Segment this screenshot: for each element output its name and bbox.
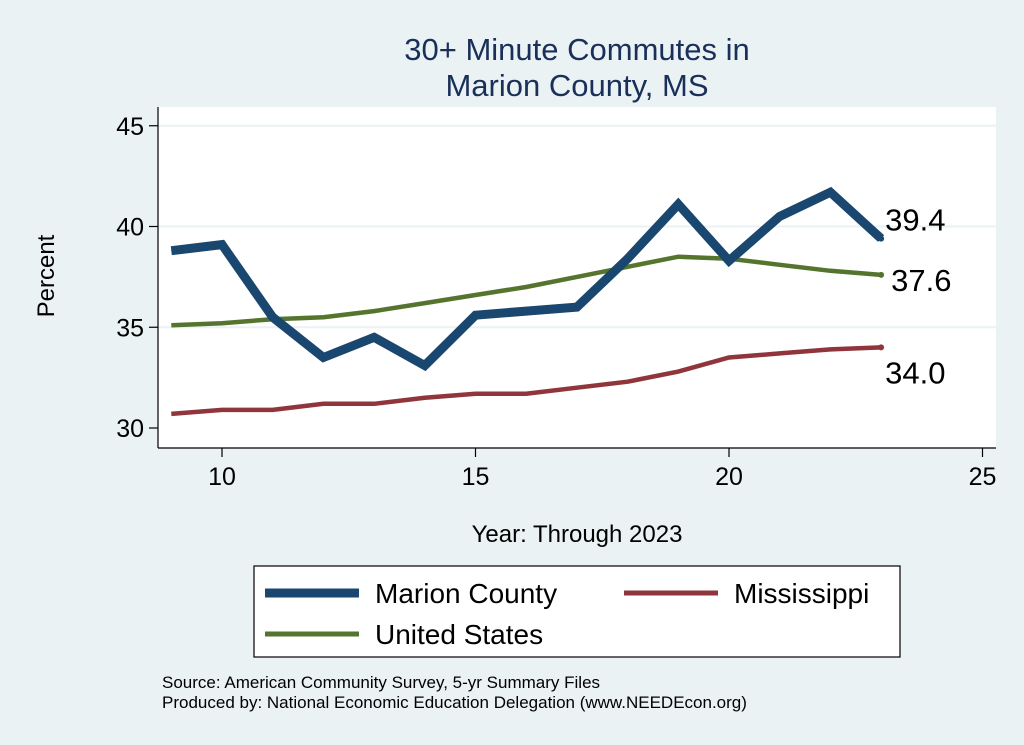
x-tick-label: 15 (462, 463, 490, 491)
y-axis-ticks: 30 35 40 45 (116, 113, 158, 443)
source-note: Source: American Community Survey, 5-yr … (162, 673, 600, 692)
series-end-point (878, 235, 885, 242)
series-end-point (878, 344, 885, 351)
end-label-mississippi: 34.0 (885, 355, 945, 390)
series-line-mississippi (171, 345, 882, 417)
chart-title-line: Marion County, MS (445, 68, 708, 103)
x-tick-label: 25 (969, 463, 997, 491)
end-label-united-states: 37.6 (891, 263, 951, 298)
legend-label: United States (375, 619, 543, 650)
source-note: Produced by: National Economic Education… (162, 693, 747, 712)
legend-box (253, 565, 901, 658)
legend-label: Mississippi (734, 578, 869, 609)
source-notes: Source: American Community Survey, 5-yr … (162, 673, 747, 712)
end-label-marion-county: 39.4 (885, 203, 945, 238)
series-end-point (878, 271, 885, 278)
series-lines (170, 186, 885, 417)
y-axis-label: Percent (33, 234, 60, 317)
y-tick-label: 40 (116, 214, 144, 242)
y-tick-label: 35 (116, 314, 144, 342)
x-axis-ticks: 10 15 20 25 (208, 448, 996, 491)
x-tick-label: 20 (715, 463, 743, 491)
legend: Marion County Mississippi United States (265, 578, 869, 650)
x-tick-label: 10 (208, 463, 236, 491)
gridlines (158, 124, 996, 329)
y-tick-label: 45 (116, 113, 144, 141)
x-axis-label: Year: Through 2023 (472, 521, 683, 548)
series-line-united-states (171, 254, 882, 328)
end-labels: 39.4 34.0 37.6 (885, 203, 951, 391)
legend-label: Marion County (375, 578, 557, 609)
series-line-marion-county (170, 186, 885, 372)
chart-title-line: 30+ Minute Commutes in (404, 32, 749, 67)
y-tick-label: 30 (116, 415, 144, 443)
